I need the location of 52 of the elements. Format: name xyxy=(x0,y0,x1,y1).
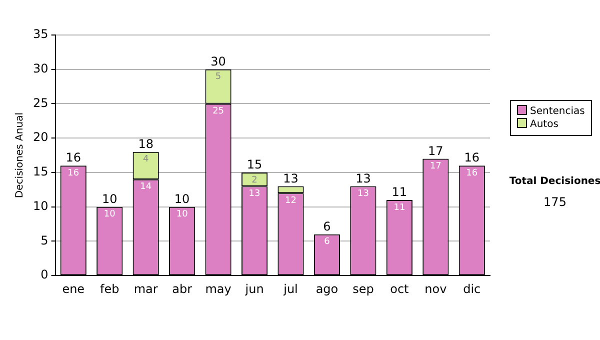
y-axis-title: Decisiones Anual xyxy=(14,112,26,198)
x-tick-label: ago xyxy=(316,282,338,296)
legend-label: Sentencias xyxy=(529,105,585,118)
y-tick-label: 0 xyxy=(40,268,48,282)
total-label: 16 xyxy=(464,150,480,165)
data-label: 11 xyxy=(394,202,406,213)
x-tick-label: nov xyxy=(424,282,447,296)
data-label: 16 xyxy=(68,168,80,178)
data-label: 2 xyxy=(252,175,258,186)
data-label: 4 xyxy=(142,154,149,165)
total-label: 16 xyxy=(66,150,82,165)
total-label: 13 xyxy=(356,171,371,186)
total-label: 18 xyxy=(138,136,154,151)
data-label: 13 xyxy=(357,189,369,200)
text: 175 xyxy=(542,194,568,211)
total-label: 15 xyxy=(246,158,262,172)
total-label: 30 xyxy=(210,54,226,68)
x-tick-label: abr xyxy=(172,282,192,296)
y-tick-label: 35 xyxy=(32,27,48,42)
x-tick-label: mar xyxy=(134,282,158,296)
data-label: 10 xyxy=(104,210,116,220)
text: Total Decisiones xyxy=(508,175,600,189)
x-tick-label: sep xyxy=(352,282,374,296)
x-tick-label: dic xyxy=(463,282,481,296)
data-label: 13 xyxy=(248,189,260,200)
x-tick-label: may xyxy=(205,282,232,296)
total-label: 17 xyxy=(428,144,444,158)
data-label: 14 xyxy=(140,182,152,192)
x-tick-label: jun xyxy=(244,282,264,296)
y-tick-label: 10 xyxy=(32,198,48,213)
y-tick-label: 20 xyxy=(32,130,48,144)
total-label: 11 xyxy=(392,185,408,200)
data-label: 5 xyxy=(215,72,222,82)
y-tick-label: 30 xyxy=(32,61,48,76)
data-label: 12 xyxy=(285,196,296,206)
data-label: 6 xyxy=(324,237,330,248)
data-label: 16 xyxy=(466,168,478,178)
total-label: 10 xyxy=(174,192,190,206)
total-label: 6 xyxy=(323,219,331,234)
data-label: 25 xyxy=(212,106,224,117)
total-label: 10 xyxy=(102,192,118,206)
y-tick-label: 25 xyxy=(32,96,48,110)
x-tick-label: feb xyxy=(100,282,120,296)
data-label: 10 xyxy=(176,210,188,220)
total-label: 13 xyxy=(283,171,298,186)
y-tick-label: 15 xyxy=(32,164,48,179)
x-tick-label: ene xyxy=(62,282,85,296)
x-tick-label: oct xyxy=(390,282,410,296)
y-tick-label: 5 xyxy=(40,233,48,248)
x-tick-label: jul xyxy=(282,282,298,296)
legend-label: Autos xyxy=(529,118,560,131)
data-label: 17 xyxy=(430,162,442,172)
